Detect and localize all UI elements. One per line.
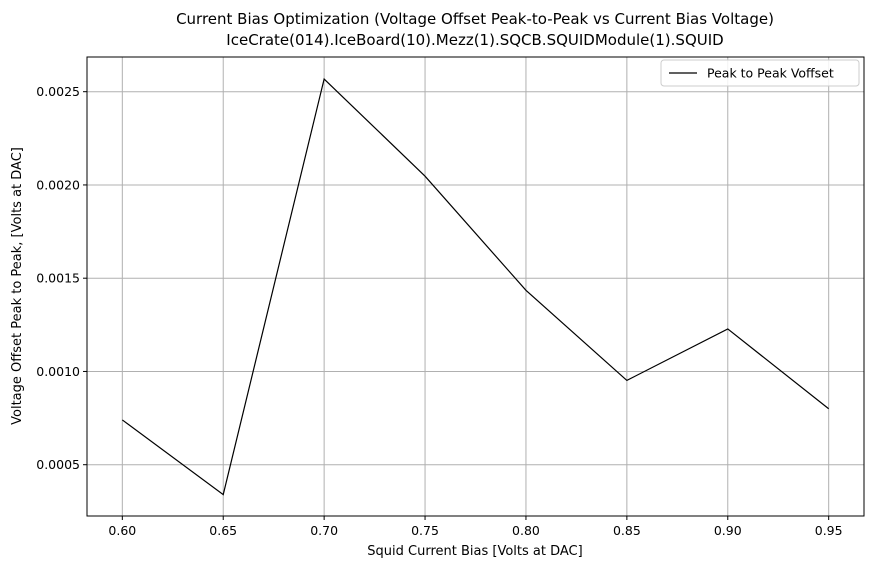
y-axis: 0.0005 0.0010 0.0015 0.0020 0.0025 [36, 84, 87, 472]
data-point [424, 176, 425, 177]
series-layer [121, 77, 830, 496]
data-point [525, 290, 526, 291]
legend-entry-label: Peak to Peak Voffset [707, 66, 834, 81]
x-tick-label: 0.85 [613, 523, 641, 538]
x-tick-label: 0.95 [815, 523, 843, 538]
chart-subtitle: IceCrate(014).IceBoard(10).Mezz(1).SQCB.… [226, 31, 723, 49]
data-point [626, 380, 627, 381]
data-point [223, 494, 224, 495]
x-tick-label: 0.90 [714, 523, 742, 538]
y-tick-label: 0.0005 [36, 457, 80, 472]
y-tick-label: 0.0015 [36, 271, 80, 286]
y-tick-label: 0.0020 [36, 177, 80, 192]
x-tick-label: 0.75 [411, 523, 439, 538]
x-tick-label: 0.80 [512, 523, 540, 538]
legend: Peak to Peak Voffset [660, 59, 860, 87]
x-tick-label: 0.65 [209, 523, 237, 538]
y-tick-label: 0.0025 [36, 84, 80, 99]
x-axis-label: Squid Current Bias [Volts at DAC] [367, 544, 582, 559]
chart-title: Current Bias Optimization (Voltage Offse… [176, 10, 774, 28]
grid [87, 57, 864, 516]
y-axis-label: Voltage Offset Peak to Peak, [Volts at D… [10, 147, 25, 425]
plot-frame [86, 56, 865, 517]
data-point [122, 419, 123, 420]
data-point [324, 78, 325, 79]
series-line [121, 77, 830, 496]
x-axis: 0.60 0.65 0.70 0.75 0.80 0.85 0.90 0.95 [108, 516, 843, 538]
legend-box [660, 59, 860, 87]
x-tick-label: 0.70 [310, 523, 338, 538]
data-point [828, 408, 829, 409]
x-tick-label: 0.60 [108, 523, 136, 538]
data-point [727, 328, 728, 329]
y-tick-label: 0.0010 [36, 364, 80, 379]
